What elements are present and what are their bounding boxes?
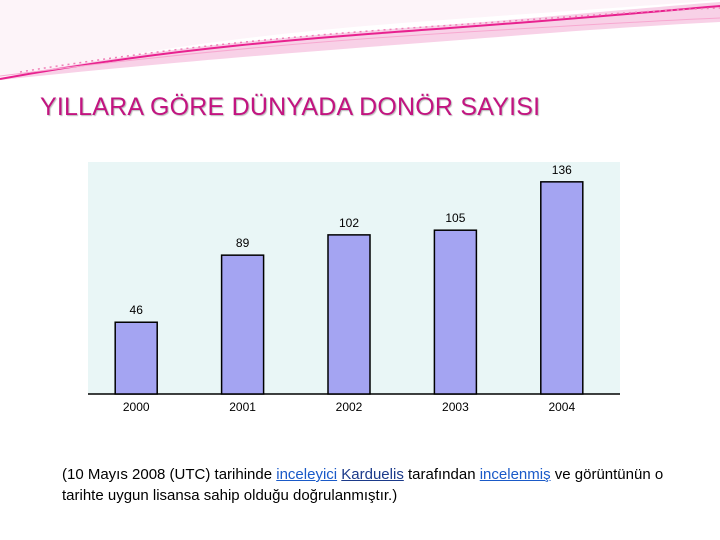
x-tick-2002: 2002 — [336, 400, 363, 414]
header-swoosh-line — [0, 5, 720, 80]
header-swoosh-fill — [0, 0, 720, 80]
slide-title: YILLARA GÖRE DÜNYADA DONÖR SAYISI — [40, 93, 541, 121]
x-tick-2001: 2001 — [229, 400, 256, 414]
caption-text-2: tarafından — [403, 466, 480, 483]
data-label-2003: 105 — [445, 211, 465, 225]
caption-link-karduelis[interactable]: Karduelis — [341, 466, 404, 483]
bar-2003 — [433, 229, 478, 395]
caption-text-3: ve görüntünün o tarihte uygun lisansa sa… — [62, 466, 664, 504]
bar-chart: 46 89 102 105 136 2000 2001 2002 2003 2004 — [88, 162, 620, 416]
bar-2001 — [220, 254, 265, 395]
bar-2000 — [114, 321, 158, 395]
data-label-2000: 46 — [130, 303, 144, 317]
header-swoosh-thin — [0, 17, 720, 77]
axis-band — [88, 394, 620, 416]
header-swoosh-dots — [19, 7, 720, 73]
x-tick-2004: 2004 — [548, 400, 575, 414]
bar-group — [114, 181, 584, 395]
x-tick-2000: 2000 — [123, 400, 150, 414]
data-label-2004: 136 — [552, 163, 572, 177]
header-decoration — [0, 0, 720, 80]
data-label-2002: 102 — [339, 216, 359, 230]
data-label-group: 46 89 102 105 136 — [130, 163, 573, 317]
bar-2004 — [540, 181, 584, 395]
bar-2002 — [327, 234, 371, 395]
caption-text-1: (10 Mayıs 2008 (UTC) tarihinde — [62, 466, 277, 483]
data-label-2001: 89 — [236, 236, 250, 250]
x-tick-2003: 2003 — [442, 400, 469, 414]
caption-link-incelenmis[interactable]: incelenmiş — [479, 466, 551, 483]
caption-link-inceleyici[interactable]: inceleyici — [276, 466, 338, 483]
image-caption: (10 Mayıs 2008 (UTC) tarihinde inceleyic… — [62, 464, 702, 506]
x-tick-group: 2000 2001 2002 2003 2004 — [123, 400, 576, 414]
